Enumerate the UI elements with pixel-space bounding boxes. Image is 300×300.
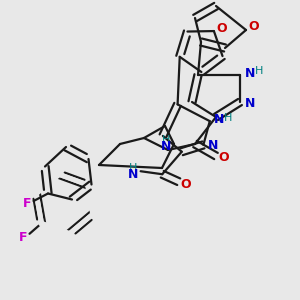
Text: N: N — [214, 113, 224, 126]
Text: N: N — [161, 140, 172, 154]
Text: F: F — [23, 197, 32, 210]
Text: O: O — [218, 151, 229, 164]
Text: H: H — [162, 135, 171, 146]
Text: N: N — [245, 67, 255, 80]
Text: H: H — [255, 65, 263, 76]
Text: O: O — [180, 178, 190, 190]
Text: F: F — [19, 231, 27, 244]
Text: H: H — [224, 112, 232, 122]
Text: O: O — [216, 22, 227, 34]
Text: N: N — [128, 168, 138, 181]
Text: N: N — [245, 97, 255, 110]
Text: N: N — [208, 139, 218, 152]
Text: O: O — [248, 20, 259, 34]
Text: H: H — [129, 163, 137, 172]
